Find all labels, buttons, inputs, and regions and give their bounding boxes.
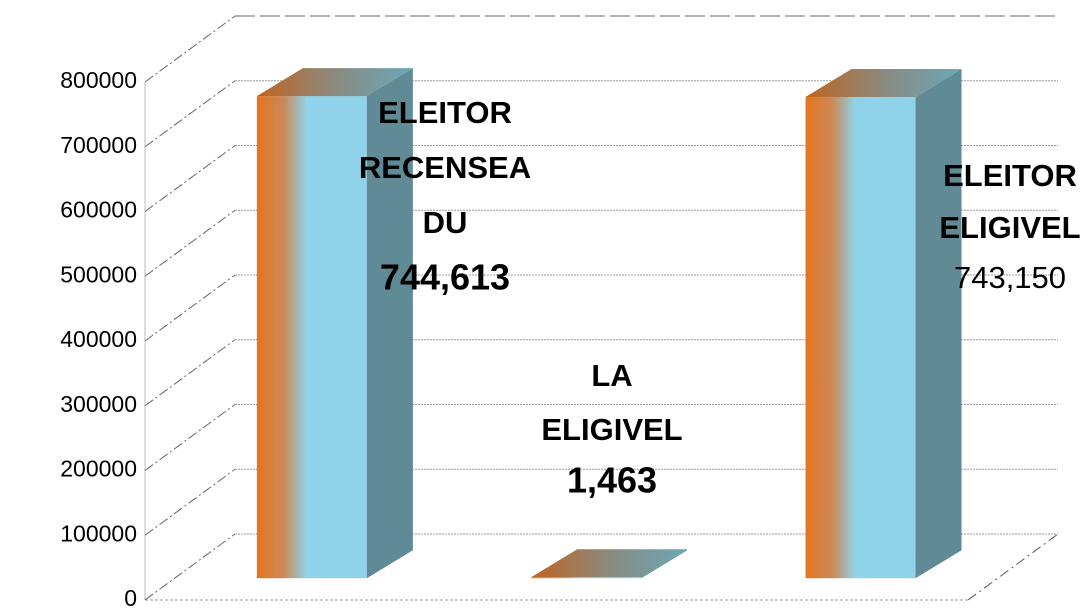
category-label: LA bbox=[591, 358, 632, 393]
y-tick-label: 100000 bbox=[60, 520, 137, 546]
value-label: 744,613 bbox=[380, 257, 510, 298]
bar-front bbox=[256, 96, 367, 579]
bar-top bbox=[531, 549, 688, 578]
grid-line-side bbox=[144, 339, 236, 407]
bar-front bbox=[531, 577, 642, 579]
y-tick-label: 500000 bbox=[60, 261, 137, 287]
bar-top bbox=[805, 69, 962, 98]
grid-line-side bbox=[144, 468, 236, 536]
y-tick-label: 600000 bbox=[60, 197, 137, 223]
grid-line-side bbox=[144, 80, 236, 148]
y-tick-label: 800000 bbox=[60, 67, 137, 93]
category-label: ELIGIVEL bbox=[939, 210, 1080, 245]
floor-right bbox=[967, 533, 1059, 601]
grid-line-side bbox=[144, 274, 236, 342]
grid-line-side bbox=[144, 145, 236, 212]
bar-front bbox=[805, 97, 916, 579]
category-label: ELEITOR bbox=[943, 158, 1077, 193]
grid-line-side bbox=[144, 15, 236, 83]
y-tick-label: 200000 bbox=[60, 456, 137, 482]
value-label: 1,463 bbox=[567, 460, 657, 501]
bar-side bbox=[915, 69, 962, 579]
category-label: ELEITOR bbox=[378, 95, 512, 130]
grid-line-side bbox=[144, 209, 236, 277]
category-label: DU bbox=[423, 205, 468, 240]
grid-line-side bbox=[144, 533, 236, 601]
bar-side bbox=[641, 549, 688, 579]
bar-top bbox=[256, 68, 413, 97]
y-tick-label: 0 bbox=[124, 585, 137, 611]
y-tick-label: 300000 bbox=[60, 391, 137, 417]
grid-line-side bbox=[144, 404, 236, 471]
category-label: RECENSEA bbox=[359, 150, 531, 185]
y-tick-label: 700000 bbox=[60, 132, 137, 158]
value-label: 743,150 bbox=[954, 260, 1066, 295]
y-tick-label: 400000 bbox=[60, 326, 137, 352]
bar-side bbox=[366, 68, 413, 579]
category-label: ELIGIVEL bbox=[541, 412, 682, 447]
